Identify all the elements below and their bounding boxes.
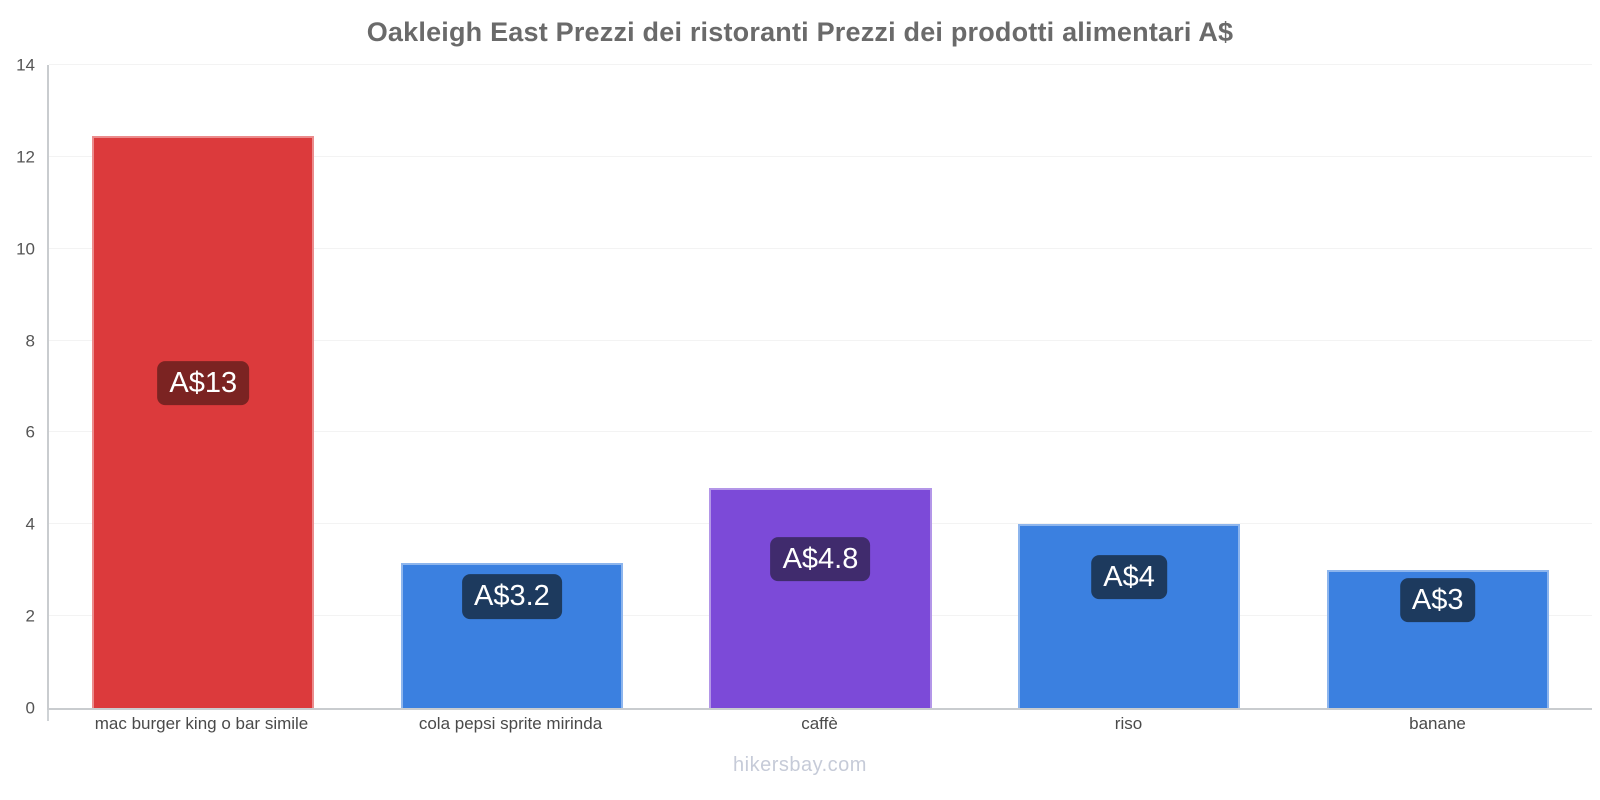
x-axis-label-mac-burger-king: mac burger king o bar simile bbox=[94, 714, 309, 733]
gridline bbox=[49, 247, 1592, 249]
gridline bbox=[49, 339, 1592, 341]
y-axis-tick-label: 12 bbox=[16, 147, 35, 167]
bars-row: A$13 A$3.2 A$4.8 A$4 A$3 bbox=[49, 65, 1592, 708]
gridline bbox=[49, 64, 1592, 65]
bar-slot: A$4 bbox=[975, 65, 1284, 708]
bar-caffe: A$4.8 bbox=[709, 487, 932, 708]
y-axis-tick-label: 2 bbox=[25, 606, 35, 626]
bar-cola-pepsi: A$3.2 bbox=[400, 563, 623, 708]
value-badge: A$4.8 bbox=[770, 536, 871, 581]
gridline bbox=[49, 431, 1592, 433]
value-badge: A$4 bbox=[1091, 555, 1167, 600]
bar-banane: A$3 bbox=[1326, 570, 1549, 708]
bar-riso: A$4 bbox=[1017, 524, 1241, 708]
chart-title: Oakleigh East Prezzi dei ristoranti Prez… bbox=[366, 17, 1234, 47]
gridline bbox=[49, 155, 1592, 157]
bar-slot: A$3 bbox=[1283, 65, 1592, 708]
y-axis-tick-label: 10 bbox=[16, 239, 35, 259]
bar-slot: A$13 bbox=[49, 65, 358, 708]
y-axis-tick-label: 14 bbox=[16, 55, 35, 75]
value-badge: A$13 bbox=[157, 360, 250, 406]
value-badge: A$3 bbox=[1399, 577, 1476, 623]
y-axis-tick-label: 6 bbox=[25, 422, 35, 442]
x-axis-label-riso: riso bbox=[1114, 714, 1143, 733]
x-axis-label-caffe: caffè bbox=[801, 714, 838, 733]
origin-tick-mark bbox=[47, 710, 49, 721]
y-axis-tick-label: 4 bbox=[25, 514, 35, 534]
x-axis-labels: mac burger king o bar simile cola pepsi … bbox=[47, 714, 1592, 734]
value-badge: A$3.2 bbox=[461, 574, 562, 619]
bar-slot: A$4.8 bbox=[666, 65, 975, 708]
footer-watermark: hikersbay.com bbox=[733, 754, 867, 776]
plot-area: 0 2 4 6 8 10 12 14 A$13 A$3.2 A$4.8 A$4 bbox=[16, 57, 1592, 721]
x-axis-label-cola-pepsi: cola pepsi sprite mirinda bbox=[418, 714, 603, 733]
x-axis-label-banane: banane bbox=[1409, 714, 1466, 733]
y-axis-tick-label: 0 bbox=[25, 698, 35, 718]
y-axis-tick-label: 8 bbox=[25, 331, 35, 351]
bar-slot: A$3.2 bbox=[358, 65, 667, 708]
bar-mac-burger-king: A$13 bbox=[92, 136, 315, 708]
